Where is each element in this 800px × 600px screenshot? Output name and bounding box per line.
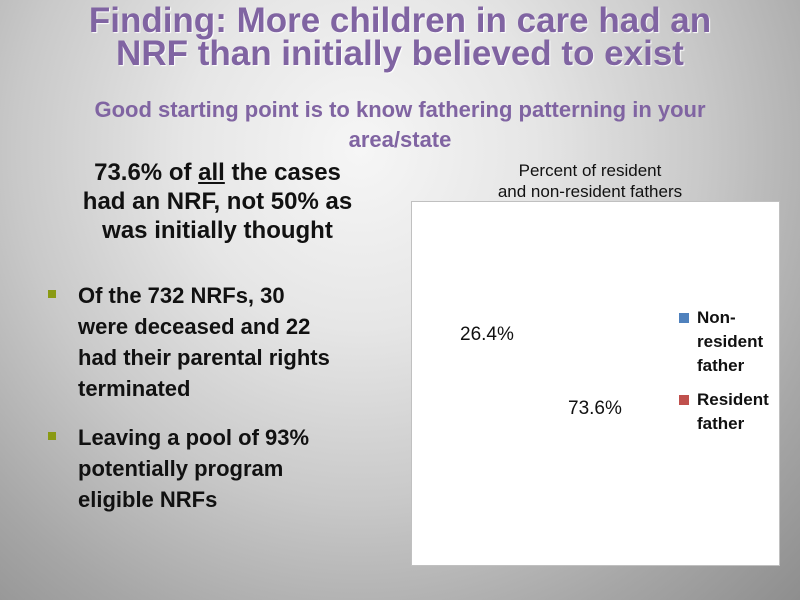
key-statistic-line-1: 73.6% of all the cases xyxy=(40,158,395,187)
pie-chart-area: 26.4% 73.6% Non- resident father Residen… xyxy=(411,201,780,566)
key-statistic-line-2: had an NRF, not 50% as xyxy=(82,188,353,215)
chart-title-line-2: and non-resident fathers xyxy=(497,182,683,201)
slide-subtitle-line-1: Good starting point is to know fathering… xyxy=(94,97,706,122)
slide-subtitle-line-2: area/state xyxy=(348,127,452,152)
slide-title-line-1: Finding: More children in care had an xyxy=(88,1,712,40)
bullet-line: Of the 732 NRFs, 30 xyxy=(78,283,285,308)
legend-item-resident: Resident father xyxy=(679,388,774,436)
bullet-item: Leaving a pool of 93% potentially progra… xyxy=(48,422,393,515)
legend-swatch-resident xyxy=(679,395,689,405)
bullet-list: Of the 732 NRFs, 30 were deceased and 22… xyxy=(48,280,393,533)
bullet-item: Of the 732 NRFs, 30 were deceased and 22… xyxy=(48,280,393,404)
bullet-line: Leaving a pool of 93% xyxy=(78,425,310,450)
square-bullet-icon xyxy=(48,432,56,440)
data-label-resident: 73.6% xyxy=(568,398,622,419)
chart-legend: Non- resident father Resident father xyxy=(679,306,774,446)
legend-label-line: Non- xyxy=(697,308,736,327)
bullet-line: were deceased and 22 xyxy=(78,314,311,339)
square-bullet-icon xyxy=(48,290,56,298)
legend-label-line: father xyxy=(697,414,745,433)
key-statistic-underlined-word: all xyxy=(198,159,225,186)
legend-item-non-resident: Non- resident father xyxy=(679,306,774,378)
bullet-line: eligible NRFs xyxy=(78,487,218,512)
key-statistic: 73.6% of all the cases had an NRF, not 5… xyxy=(40,158,395,245)
key-statistic-prefix: 73.6% of xyxy=(94,159,199,186)
legend-label-line: father xyxy=(697,356,745,375)
key-statistic-suffix: the cases xyxy=(224,159,341,186)
slide-title-line-2: NRF than initially believed to exist xyxy=(116,34,684,73)
bullet-line: potentially program xyxy=(78,456,284,481)
slide-subtitle: Good starting point is to know fathering… xyxy=(20,95,780,155)
data-label-non-resident: 26.4% xyxy=(460,324,514,345)
bullet-line: had their parental rights xyxy=(78,345,330,370)
bullet-line: terminated xyxy=(78,376,191,401)
slide-title: Finding: More children in care had an NR… xyxy=(0,1,800,73)
legend-label-line: resident xyxy=(697,332,764,351)
legend-label-line: Resident xyxy=(697,390,769,409)
chart-title-line-1: Percent of resident xyxy=(518,161,662,180)
key-statistic-line-3: was initially thought xyxy=(102,217,333,244)
chart-title: Percent of resident and non-resident fat… xyxy=(420,160,760,202)
legend-swatch-non-resident xyxy=(679,313,689,323)
